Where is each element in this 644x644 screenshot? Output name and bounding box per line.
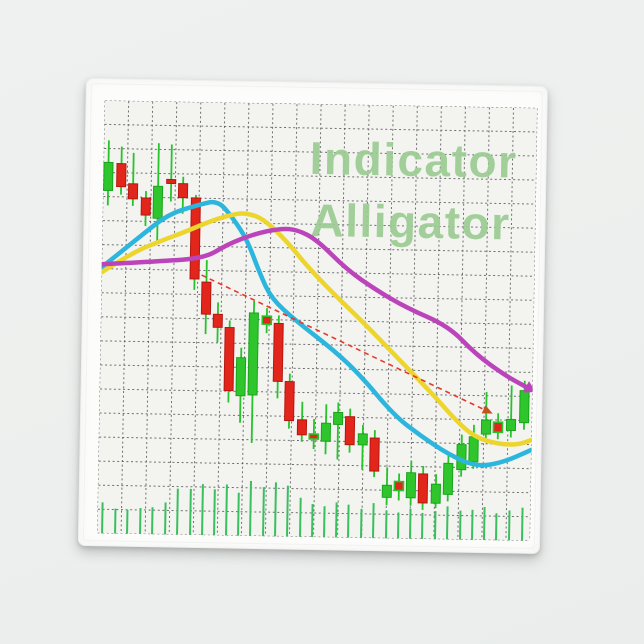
candle-bearish (296, 419, 308, 436)
candle-bullish (235, 357, 247, 397)
volume-bar (371, 503, 375, 543)
candle-bearish (223, 326, 235, 392)
candle-bearish (116, 163, 127, 188)
volume-bar (520, 507, 524, 545)
volume-bar (224, 484, 228, 540)
volume-bar (188, 488, 192, 539)
candle-bearish (212, 313, 223, 328)
candle-bearish (140, 197, 151, 216)
chart-title-group: Indicator Alligator (309, 132, 518, 250)
volume-bar (261, 487, 265, 541)
chart-area: Indicator Alligator (96, 99, 539, 545)
volume-bar (384, 510, 388, 543)
candle-bullish (442, 462, 454, 495)
candle-bullish (430, 483, 441, 504)
candle-bearish (417, 473, 429, 504)
candle-bearish (308, 433, 320, 440)
alligator-lines (99, 199, 536, 468)
candle-bearish (127, 183, 139, 200)
volume-bar (236, 492, 240, 540)
volume-bar (445, 506, 449, 544)
candle-bearish (166, 178, 177, 185)
candle-bearish (393, 480, 405, 492)
candle-bearish (492, 421, 504, 434)
volume-bar (113, 508, 117, 538)
blue-line (99, 199, 534, 468)
purple-line (99, 226, 530, 391)
volume-bar (359, 508, 363, 542)
candlestick-chart: Indicator Alligator (96, 99, 539, 545)
candle-bullish (381, 484, 392, 498)
candle-bullish (247, 312, 259, 396)
trendline (201, 274, 493, 414)
candle-bullish (152, 185, 164, 219)
volume-bar (285, 485, 289, 541)
volume-bar (408, 508, 412, 543)
volume-bar (248, 480, 252, 540)
volume-bar (396, 512, 400, 543)
napkin-product: Indicator Alligator (77, 78, 548, 554)
volume-bar (507, 510, 511, 545)
candle-bullish (405, 472, 417, 499)
candlesticks (103, 140, 530, 510)
volume-bar (273, 482, 277, 541)
candle-bearish (284, 381, 295, 422)
chart-title-line1: Indicator (309, 132, 518, 188)
volume-bar (420, 512, 424, 543)
volume-bar (334, 502, 338, 542)
candle-bullish (480, 419, 492, 435)
candle-bullish (357, 433, 368, 446)
candle-bearish (272, 322, 284, 382)
candle-bearish (200, 281, 212, 315)
purple-line-arrowhead (522, 381, 536, 393)
volume-bar (175, 488, 179, 539)
candle-bullish (519, 390, 530, 424)
candle-bearish (261, 315, 273, 326)
volume-bars (100, 480, 524, 545)
chart-title-line2: Alligator (310, 194, 511, 249)
candle-wick (361, 424, 364, 470)
candle-wick (169, 144, 173, 202)
candle-bullish (468, 436, 479, 463)
candle-bearish (369, 437, 380, 472)
candle-bullish (103, 161, 114, 191)
volume-bar (298, 497, 302, 541)
volume-bar (494, 513, 498, 545)
candle-bullish (320, 422, 332, 442)
candle-bearish (177, 183, 189, 199)
volume-bar (163, 502, 167, 539)
volume-bar (150, 507, 154, 539)
volume-bar (100, 502, 104, 538)
candle-bearish (189, 197, 201, 280)
volume-bar (458, 510, 462, 544)
yellow-line (99, 211, 535, 447)
volume-bar (212, 489, 216, 540)
volume-bar (433, 511, 437, 544)
trendline-arrowhead (481, 405, 493, 414)
volume-bar (346, 504, 350, 542)
candle-bearish (344, 416, 356, 446)
candle-bullish (332, 411, 344, 426)
volume-bar (310, 504, 314, 542)
volume-bar (200, 484, 204, 540)
trendline-dashed (201, 274, 488, 412)
volume-bar (138, 507, 142, 539)
volume-bar (482, 507, 486, 545)
volume-bar (322, 506, 326, 542)
candle-wick (336, 402, 340, 460)
volume-bar (470, 509, 474, 544)
candle-bullish (505, 418, 517, 432)
